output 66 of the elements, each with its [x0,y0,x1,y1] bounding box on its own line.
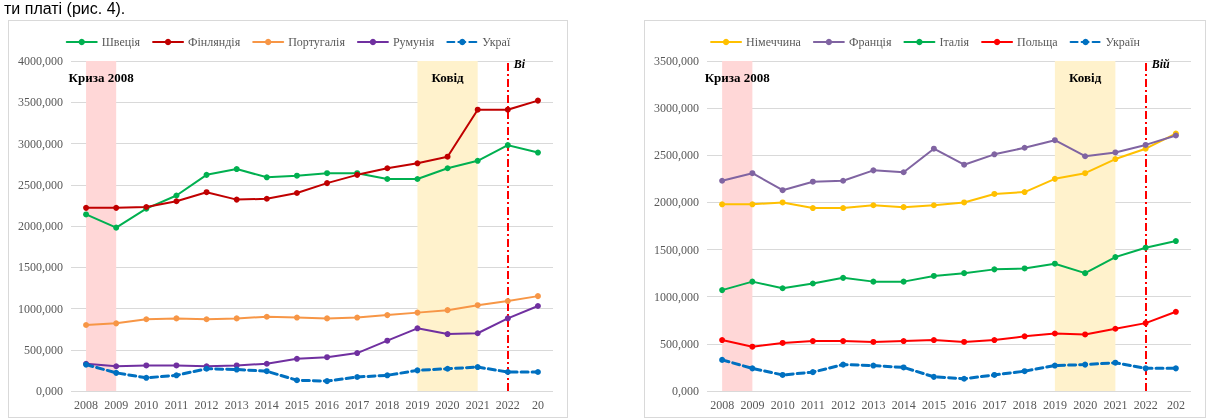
y-tick-label: 3500,000 [18,95,63,110]
y-tick-label: 3000,000 [654,101,699,116]
x-tick-label: 2020 [435,398,460,412]
y-tick-label: 2000,000 [18,219,63,233]
x-tick-label: 2021 [1103,398,1128,412]
x-tick-label: 2014 [254,398,279,412]
x-tick-label: 2011 [164,398,189,412]
legend-label: Португалія [288,35,346,49]
x-tick-label: 202 [1166,398,1185,412]
x-tick-label: 2011 [801,398,825,412]
y-tick-label: 2500,000 [654,148,699,163]
y-tick-label: 500,000 [660,336,699,351]
y-tick-label: 3500,000 [654,54,699,68]
x-tick-label: 2019 [405,398,430,412]
legend-label: Румунія [392,35,435,49]
legend-label: Швеція [101,35,141,49]
x-tick-label: 2015 [921,398,946,412]
x-tick-label: 2022 [1133,398,1158,412]
x-tick-label: 2013 [861,398,886,412]
y-tick-label: 1000,000 [18,301,63,316]
y-tick-label: 2000,000 [654,195,699,210]
x-tick-label: 2014 [891,398,916,412]
x-tick-label: 20 [531,398,544,412]
legend-label: Польща [1017,35,1059,49]
y-tick-label: 1500,000 [654,242,699,257]
band-label: Криза 2008 [704,70,771,85]
y-tick-label: 0,000 [672,384,699,398]
x-tick-label: 2021 [465,398,490,412]
ref-line-label: Ві [512,57,526,71]
y-tick-label: 2500,000 [18,177,63,192]
y-tick-label: 3000,000 [18,136,63,151]
x-tick-label: 2016 [315,398,340,412]
x-tick-label: 2009 [104,398,129,412]
legend-label: Фінляндія [188,35,241,49]
x-tick-label: 2018 [375,398,400,412]
y-tick-label: 500,000 [24,342,63,357]
x-tick-label: 2018 [1012,398,1037,412]
x-tick-label: 2008 [710,398,735,412]
ref-line-label: Вій [1150,57,1170,71]
x-tick-label: 2022 [495,398,520,412]
x-tick-label: 2013 [224,398,249,412]
y-tick-label: 1000,000 [654,289,699,304]
x-tick-label: 2015 [284,398,309,412]
x-tick-label: 2010 [134,398,159,412]
x-tick-label: 2010 [770,398,795,412]
x-tick-label: 2012 [194,398,219,412]
x-tick-label: 2017 [982,398,1007,412]
x-tick-label: 2017 [345,398,370,412]
legend-label: Франція [848,35,892,49]
y-tick-label: 1500,000 [18,260,63,275]
band-label: Криза 2008 [68,70,135,85]
band-label: Ковід [431,70,465,85]
y-tick-label: 0,000 [36,384,63,398]
x-tick-label: 2012 [831,398,856,412]
legend-label: Україн [1105,35,1141,49]
legend-label: Німеччина [746,35,802,49]
x-tick-label: 2008 [74,398,99,412]
x-tick-label: 2020 [1073,398,1098,412]
x-tick-label: 2016 [952,398,977,412]
legend-label: Украї [482,35,511,49]
legend-label: Італія [939,35,970,49]
x-tick-label: 2019 [1042,398,1067,412]
x-tick-label: 2009 [740,398,765,412]
band-label: Ковід [1069,70,1102,85]
text: ти платі (рис. 4). [4,0,126,18]
y-tick-label: 4000,000 [18,54,63,68]
